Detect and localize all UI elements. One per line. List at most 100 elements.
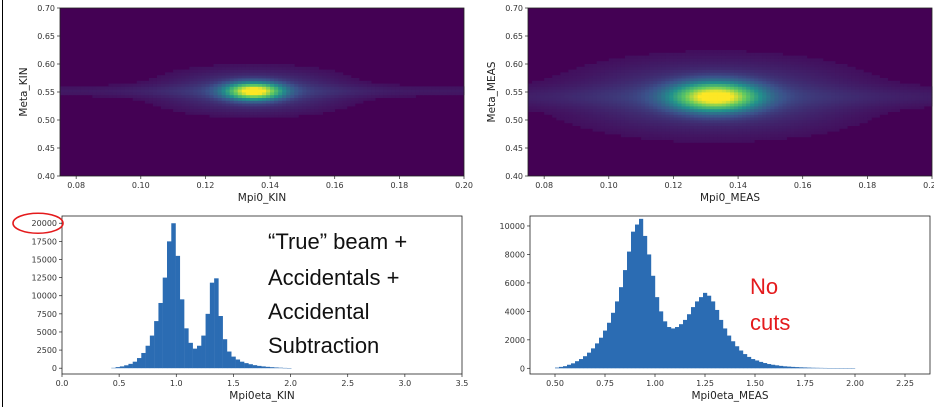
heatmap-cell [843, 120, 848, 124]
heatmap-cell [685, 136, 690, 140]
heatmap-cell [177, 97, 182, 101]
heatmap-cell [637, 69, 642, 73]
heatmap-cell [693, 69, 699, 73]
heatmap-cell [318, 111, 323, 115]
heatmap-cell [847, 122, 852, 126]
heatmap-cell [294, 69, 299, 73]
heatmap-cell [314, 83, 319, 87]
heatmap-cell [653, 94, 658, 98]
heatmap-cell [915, 100, 921, 104]
heatmap-cell [580, 103, 585, 107]
heatmap-cell [835, 97, 840, 101]
heatmap-cell [637, 61, 642, 65]
heatmap-cell [552, 86, 557, 90]
heatmap-cell [927, 86, 933, 90]
heatmap-cell [802, 97, 808, 101]
heatmap-cell [657, 69, 662, 73]
heatmap-cell [782, 134, 787, 138]
heatmap-cell [843, 97, 848, 101]
heatmap-cell [673, 139, 678, 143]
heatmap-cell [338, 89, 344, 93]
heatmap-cell [181, 86, 186, 90]
heatmap-cell [895, 100, 901, 104]
heatmap-cell [637, 92, 642, 96]
heatmap-cell [68, 92, 73, 96]
heatmap-cell [201, 103, 206, 107]
heatmap-cell [685, 66, 690, 70]
heatmap-cell [713, 72, 719, 76]
heatmap-cell [657, 89, 662, 93]
heatmap-cell [653, 108, 658, 112]
heatmap-cell [576, 94, 581, 98]
heatmap-cell [266, 64, 271, 68]
heatmap-cell [794, 72, 800, 76]
heatmap-cell [572, 114, 577, 118]
heatmap-cell [883, 108, 888, 112]
heatmap-cell [677, 92, 682, 96]
heatmap-cell [580, 89, 585, 93]
heatmap-cell [859, 97, 864, 101]
heatmap-cell [790, 83, 796, 87]
heatmap-cell [560, 72, 565, 76]
heatmap-cell [326, 108, 332, 112]
heatmap-cell [241, 83, 247, 87]
heatmap-cell [253, 83, 259, 87]
heatmap-cell [620, 111, 626, 115]
heatmap-cell [375, 86, 380, 90]
heatmap-cell [750, 136, 755, 140]
heatmap-cell [286, 94, 291, 98]
heatmap-cell [705, 120, 711, 124]
heatmap-cell [762, 83, 767, 87]
heatmap-cell [383, 83, 388, 87]
heatmap-cell [193, 108, 198, 112]
heatmap-cell [600, 106, 606, 110]
heatmap-cell [213, 78, 218, 82]
heatmap-cell [883, 78, 888, 82]
heatmap-cell [730, 89, 735, 93]
heatmap-cell [766, 125, 771, 129]
heatmap-cell [588, 125, 594, 129]
heatmap-cell [725, 52, 731, 56]
heatmap-cell [697, 78, 703, 82]
heatmap-cell [774, 92, 779, 96]
heatmap-cell [669, 128, 674, 132]
heatmap-cell [790, 122, 796, 126]
heatmap-cell [298, 83, 303, 87]
heatmap-cell [241, 114, 247, 118]
histogram-bar [265, 366, 271, 369]
heatmap-cell [580, 111, 585, 115]
heatmap-cell [173, 94, 178, 98]
heatmap-cell [318, 94, 323, 98]
heatmap-cell [76, 86, 81, 90]
heatmap-cell [616, 86, 622, 90]
heatmap-cell [286, 114, 291, 118]
heatmap-cell [766, 86, 771, 90]
heatmap-cell [725, 92, 731, 96]
heatmap-cell [363, 89, 368, 93]
heatmap-cell [738, 125, 743, 129]
heatmap-cell [600, 69, 606, 73]
heatmap-cell [705, 61, 711, 65]
heatmap-cell [572, 80, 577, 84]
heatmap-cell [677, 131, 682, 135]
heatmap-cell [641, 103, 646, 107]
heatmap-cell [173, 83, 178, 87]
heatmap-cell [185, 72, 190, 76]
heatmap-cell [883, 83, 888, 87]
heatmap-cell [705, 106, 711, 110]
heatmap-cell [859, 117, 864, 121]
heatmap-cell [225, 80, 231, 84]
heatmap-cell [580, 117, 585, 121]
heatmap-cell [592, 72, 598, 76]
heatmap-cell [108, 86, 113, 90]
heatmap-cell [798, 64, 804, 68]
heatmap-cell [592, 106, 598, 110]
heatmap-cell [314, 69, 319, 73]
heatmap-cell [298, 69, 303, 73]
heatmap-cell [810, 131, 816, 135]
heatmap-cell [810, 75, 816, 79]
heatmap-cell [209, 111, 214, 115]
heatmap-cell [612, 83, 618, 87]
heatmap-cell [310, 111, 315, 115]
heatmap-cell [790, 117, 796, 121]
